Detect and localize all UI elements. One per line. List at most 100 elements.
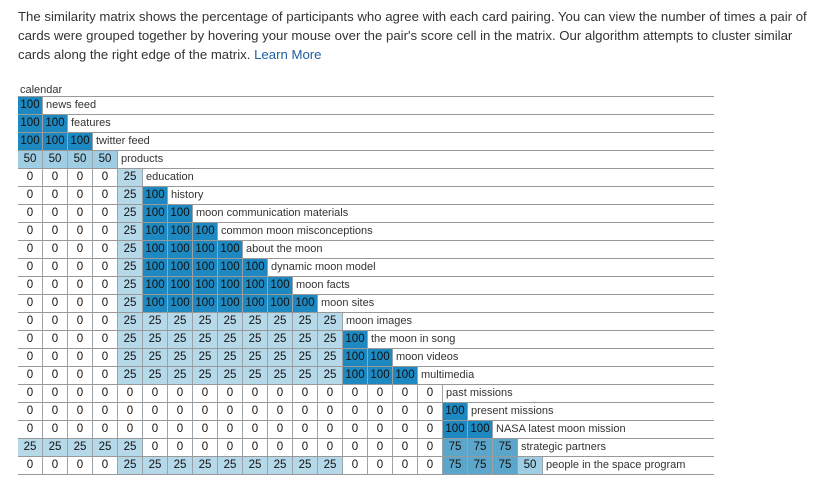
- score-cell[interactable]: 0: [18, 385, 43, 402]
- score-cell[interactable]: 0: [193, 439, 218, 456]
- score-cell[interactable]: 50: [18, 151, 43, 168]
- score-cell[interactable]: 0: [143, 421, 168, 438]
- score-cell[interactable]: 25: [168, 349, 193, 366]
- score-cell[interactable]: 0: [268, 439, 293, 456]
- score-cell[interactable]: 0: [293, 403, 318, 420]
- score-cell[interactable]: 25: [193, 313, 218, 330]
- score-cell[interactable]: 100: [168, 223, 193, 240]
- score-cell[interactable]: 100: [68, 133, 93, 150]
- score-cell[interactable]: 25: [218, 331, 243, 348]
- score-cell[interactable]: 0: [268, 403, 293, 420]
- score-cell[interactable]: 25: [268, 349, 293, 366]
- score-cell[interactable]: 0: [293, 421, 318, 438]
- score-cell[interactable]: 100: [368, 367, 393, 384]
- score-cell[interactable]: 25: [268, 313, 293, 330]
- score-cell[interactable]: 25: [118, 259, 143, 276]
- score-cell[interactable]: 25: [218, 349, 243, 366]
- score-cell[interactable]: 25: [93, 439, 118, 456]
- score-cell[interactable]: 0: [343, 439, 368, 456]
- score-cell[interactable]: 50: [93, 151, 118, 168]
- score-cell[interactable]: 0: [143, 403, 168, 420]
- score-cell[interactable]: 0: [18, 295, 43, 312]
- score-cell[interactable]: 100: [168, 205, 193, 222]
- score-cell[interactable]: 0: [43, 367, 68, 384]
- score-cell[interactable]: 75: [468, 439, 493, 456]
- score-cell[interactable]: 0: [168, 439, 193, 456]
- score-cell[interactable]: 0: [93, 403, 118, 420]
- score-cell[interactable]: 0: [93, 385, 118, 402]
- score-cell[interactable]: 0: [68, 169, 93, 186]
- score-cell[interactable]: 0: [43, 349, 68, 366]
- score-cell[interactable]: 100: [243, 295, 268, 312]
- score-cell[interactable]: 0: [43, 223, 68, 240]
- score-cell[interactable]: 0: [218, 403, 243, 420]
- score-cell[interactable]: 25: [218, 313, 243, 330]
- score-cell[interactable]: 0: [168, 385, 193, 402]
- score-cell[interactable]: 0: [68, 331, 93, 348]
- score-cell[interactable]: 100: [343, 367, 368, 384]
- score-cell[interactable]: 25: [118, 169, 143, 186]
- score-cell[interactable]: 25: [293, 313, 318, 330]
- score-cell[interactable]: 0: [418, 421, 443, 438]
- score-cell[interactable]: 0: [243, 385, 268, 402]
- score-cell[interactable]: 0: [93, 367, 118, 384]
- score-cell[interactable]: 0: [43, 457, 68, 474]
- score-cell[interactable]: 0: [18, 457, 43, 474]
- score-cell[interactable]: 25: [243, 313, 268, 330]
- score-cell[interactable]: 0: [368, 403, 393, 420]
- score-cell[interactable]: 25: [118, 313, 143, 330]
- score-cell[interactable]: 0: [218, 385, 243, 402]
- score-cell[interactable]: 25: [243, 331, 268, 348]
- score-cell[interactable]: 0: [68, 349, 93, 366]
- score-cell[interactable]: 25: [293, 331, 318, 348]
- score-cell[interactable]: 0: [268, 421, 293, 438]
- score-cell[interactable]: 25: [118, 367, 143, 384]
- score-cell[interactable]: 0: [68, 259, 93, 276]
- score-cell[interactable]: 0: [68, 385, 93, 402]
- score-cell[interactable]: 0: [318, 421, 343, 438]
- score-cell[interactable]: 25: [43, 439, 68, 456]
- score-cell[interactable]: 0: [93, 277, 118, 294]
- score-cell[interactable]: 25: [293, 349, 318, 366]
- score-cell[interactable]: 25: [243, 457, 268, 474]
- score-cell[interactable]: 0: [343, 385, 368, 402]
- score-cell[interactable]: 0: [368, 421, 393, 438]
- score-cell[interactable]: 25: [118, 457, 143, 474]
- score-cell[interactable]: 100: [268, 295, 293, 312]
- score-cell[interactable]: 100: [218, 241, 243, 258]
- score-cell[interactable]: 25: [268, 367, 293, 384]
- score-cell[interactable]: 75: [493, 439, 518, 456]
- score-cell[interactable]: 50: [43, 151, 68, 168]
- score-cell[interactable]: 25: [318, 367, 343, 384]
- score-cell[interactable]: 0: [368, 385, 393, 402]
- score-cell[interactable]: 25: [218, 457, 243, 474]
- score-cell[interactable]: 100: [168, 241, 193, 258]
- score-cell[interactable]: 0: [68, 187, 93, 204]
- score-cell[interactable]: 0: [68, 223, 93, 240]
- score-cell[interactable]: 0: [368, 457, 393, 474]
- score-cell[interactable]: 0: [368, 439, 393, 456]
- score-cell[interactable]: 100: [193, 259, 218, 276]
- score-cell[interactable]: 100: [193, 241, 218, 258]
- score-cell[interactable]: 0: [18, 259, 43, 276]
- score-cell[interactable]: 25: [143, 331, 168, 348]
- score-cell[interactable]: 25: [143, 313, 168, 330]
- score-cell[interactable]: 0: [393, 439, 418, 456]
- score-cell[interactable]: 0: [93, 421, 118, 438]
- score-cell[interactable]: 100: [243, 259, 268, 276]
- score-cell[interactable]: 25: [168, 457, 193, 474]
- score-cell[interactable]: 75: [493, 457, 518, 474]
- score-cell[interactable]: 0: [143, 439, 168, 456]
- score-cell[interactable]: 100: [393, 367, 418, 384]
- score-cell[interactable]: 75: [443, 439, 468, 456]
- score-cell[interactable]: 25: [193, 457, 218, 474]
- score-cell[interactable]: 0: [43, 313, 68, 330]
- score-cell[interactable]: 25: [118, 241, 143, 258]
- score-cell[interactable]: 100: [143, 259, 168, 276]
- score-cell[interactable]: 0: [43, 385, 68, 402]
- score-cell[interactable]: 0: [68, 403, 93, 420]
- score-cell[interactable]: 0: [93, 457, 118, 474]
- score-cell[interactable]: 0: [218, 421, 243, 438]
- score-cell[interactable]: 0: [393, 385, 418, 402]
- score-cell[interactable]: 0: [93, 331, 118, 348]
